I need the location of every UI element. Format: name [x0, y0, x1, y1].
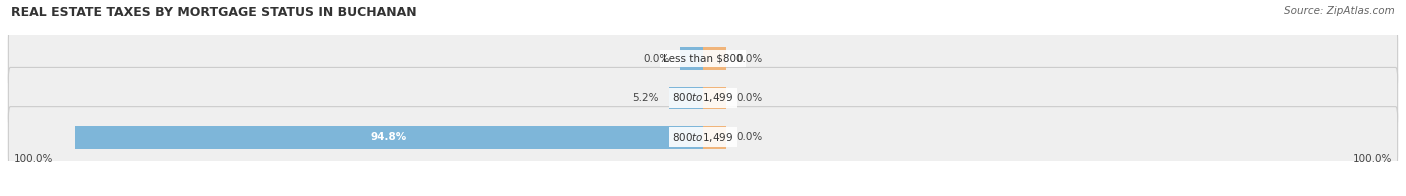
Bar — [703, 47, 725, 70]
Bar — [681, 47, 703, 70]
Text: 94.8%: 94.8% — [371, 132, 406, 142]
FancyBboxPatch shape — [8, 67, 1398, 129]
Text: 5.2%: 5.2% — [633, 93, 658, 103]
Text: $800 to $1,499: $800 to $1,499 — [672, 131, 734, 144]
FancyBboxPatch shape — [8, 28, 1398, 89]
Text: 0.0%: 0.0% — [644, 54, 669, 64]
Text: REAL ESTATE TAXES BY MORTGAGE STATUS IN BUCHANAN: REAL ESTATE TAXES BY MORTGAGE STATUS IN … — [11, 6, 416, 19]
Text: 100.0%: 100.0% — [14, 154, 53, 164]
Text: $800 to $1,499: $800 to $1,499 — [672, 92, 734, 104]
Text: Source: ZipAtlas.com: Source: ZipAtlas.com — [1284, 6, 1395, 16]
Bar — [75, 126, 703, 149]
Text: 0.0%: 0.0% — [737, 54, 762, 64]
Text: 100.0%: 100.0% — [1353, 154, 1392, 164]
Text: 0.0%: 0.0% — [737, 132, 762, 142]
Text: 0.0%: 0.0% — [737, 93, 762, 103]
FancyBboxPatch shape — [8, 107, 1398, 168]
Bar — [703, 87, 725, 109]
Bar — [668, 87, 703, 109]
Text: Less than $800: Less than $800 — [664, 54, 742, 64]
Bar — [703, 126, 725, 149]
